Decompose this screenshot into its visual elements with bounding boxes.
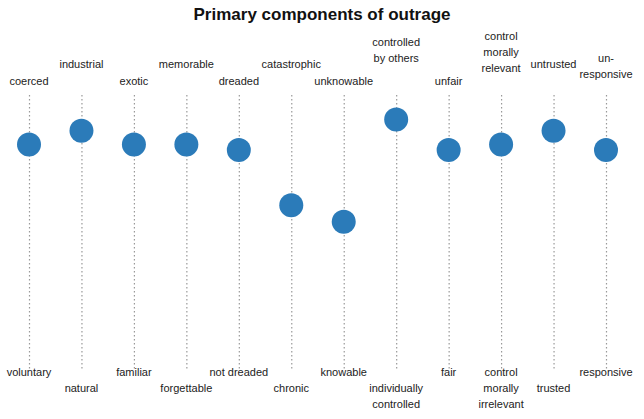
bottom-label-line: familiar xyxy=(116,366,152,378)
top-label-line: unknowable xyxy=(314,75,373,87)
plot-area xyxy=(17,108,618,234)
top-label-line: controlled xyxy=(372,36,420,48)
top-label-line: un- xyxy=(598,52,614,64)
bottom-label-line: fair xyxy=(441,366,457,378)
dot xyxy=(279,193,303,217)
top-label: memorable xyxy=(159,58,214,70)
bottom-label-line: not dreaded xyxy=(209,366,268,378)
scale-axis xyxy=(239,93,240,369)
bottom-label-line: responsive xyxy=(579,366,632,378)
axis-line xyxy=(449,93,450,369)
dot xyxy=(122,132,146,156)
bottom-label: familiar xyxy=(116,366,152,378)
top-label-line: exotic xyxy=(120,75,149,87)
scale-axis xyxy=(291,93,292,369)
title: Primary components of outrage xyxy=(194,5,451,24)
bottom-label-line: irrelevant xyxy=(478,398,523,410)
bottom-label-line: individually xyxy=(369,382,423,394)
top-label-line: control xyxy=(485,30,518,42)
bottom-label-line: chronic xyxy=(274,382,310,394)
dot xyxy=(594,138,618,162)
top-label-line: by others xyxy=(374,52,420,64)
top-label: exotic xyxy=(120,75,149,87)
top-label: unknowable xyxy=(314,75,373,87)
axis-line xyxy=(291,93,292,369)
top-label-line: morally xyxy=(483,46,519,58)
bottom-label: not dreaded xyxy=(209,366,268,378)
top-label-line: coerced xyxy=(9,75,48,87)
scale-axis xyxy=(606,93,607,369)
bottom-label: forgettable xyxy=(160,382,212,394)
dot xyxy=(542,119,566,143)
dot xyxy=(384,108,408,132)
dot xyxy=(437,138,461,162)
axis-line xyxy=(606,93,607,369)
bottom-label-line: forgettable xyxy=(160,382,212,394)
bottom-label: trusted xyxy=(537,382,571,394)
dot xyxy=(227,138,251,162)
top-label-line: memorable xyxy=(159,58,214,70)
top-label: industrial xyxy=(59,58,103,70)
dot xyxy=(17,132,41,156)
bottom-label-line: control xyxy=(485,366,518,378)
top-label-line: industrial xyxy=(59,58,103,70)
bottom-label: responsive xyxy=(579,366,632,378)
bottom-label: individually controlled xyxy=(369,382,423,410)
top-label: un-responsive xyxy=(579,52,632,80)
top-label: untrusted xyxy=(531,58,577,70)
dot xyxy=(174,132,198,156)
top-label-line: responsive xyxy=(579,68,632,80)
top-label: controlled by others xyxy=(372,36,420,64)
dot xyxy=(69,119,93,143)
axis-line xyxy=(396,93,397,369)
top-label: catastrophic xyxy=(262,58,322,70)
bottom-label-line: morally xyxy=(483,382,519,394)
bottom-label: chronic xyxy=(274,382,310,394)
axis-line xyxy=(239,93,240,369)
top-label: control morally relevant xyxy=(482,30,521,74)
top-label: coerced xyxy=(9,75,48,87)
bottom-label: fair xyxy=(441,366,457,378)
chart: Primary components of outrage coerced indu… xyxy=(0,0,644,419)
top-label: unfair xyxy=(435,75,463,87)
top-label-line: relevant xyxy=(482,62,521,74)
bottom-label-line: voluntary xyxy=(7,366,52,378)
scale-axis xyxy=(449,93,450,369)
bottom-label: control morally irrelevant xyxy=(478,366,523,410)
top-label-line: dreaded xyxy=(219,75,259,87)
dot xyxy=(489,132,513,156)
top-label-line: catastrophic xyxy=(262,58,322,70)
dot xyxy=(332,210,356,234)
top-label: dreaded xyxy=(219,75,259,87)
bottom-label: knowable xyxy=(320,366,366,378)
scale-axis xyxy=(396,93,397,369)
bottom-label-line: knowable xyxy=(320,366,366,378)
bottom-label-line: natural xyxy=(65,382,99,394)
top-label-line: unfair xyxy=(435,75,463,87)
bottom-label-line: controlled xyxy=(372,398,420,410)
top-label-line: untrusted xyxy=(531,58,577,70)
bottom-label: voluntary xyxy=(7,366,52,378)
bottom-label: natural xyxy=(65,382,99,394)
bottom-label-line: trusted xyxy=(537,382,571,394)
